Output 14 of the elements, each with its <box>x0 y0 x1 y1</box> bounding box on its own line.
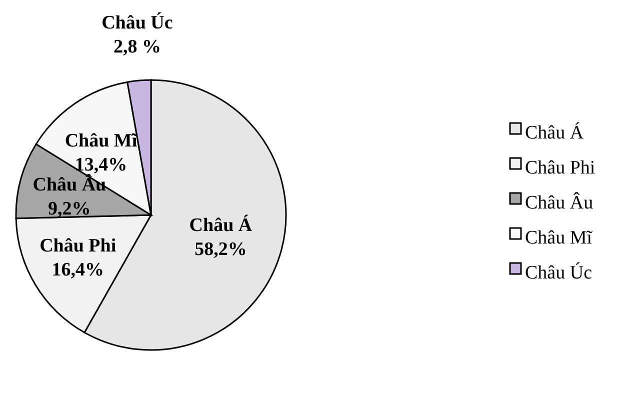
data-label: 58,2% <box>194 238 247 260</box>
data-label: 13,4% <box>74 154 128 176</box>
legend-label: Châu Phi <box>525 157 596 178</box>
data-label: 9,2% <box>48 198 91 220</box>
data-label: 2,8 % <box>113 36 161 58</box>
legend-label: Châu Úc <box>525 261 592 284</box>
slice-label: Châu Á <box>189 214 252 236</box>
legend-label: Châu Á <box>525 121 584 144</box>
legend-label: Châu Âu <box>525 191 594 214</box>
slice-label: Châu Phi <box>40 235 116 256</box>
data-label: 16,4% <box>52 259 104 280</box>
slice-label: Châu Úc <box>102 12 173 34</box>
slice-label: Châu Mĩ <box>64 130 138 152</box>
legend-label: Châu Mĩ <box>525 227 593 248</box>
